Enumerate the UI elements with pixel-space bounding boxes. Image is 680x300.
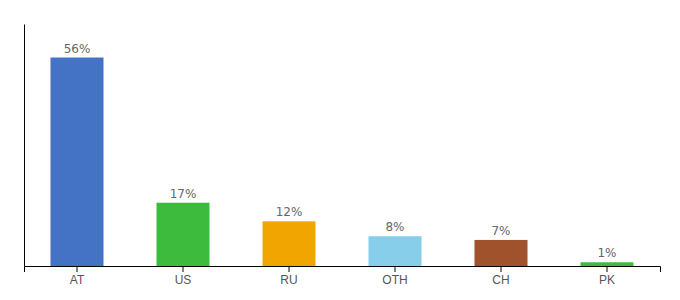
- x-tick-mark: [183, 266, 184, 272]
- x-tick-label: RU: [280, 273, 297, 287]
- x-tick-label: AT: [70, 273, 85, 287]
- bar: [157, 203, 210, 266]
- bar: [581, 262, 634, 266]
- x-tick-mark: [501, 266, 502, 272]
- chart-container: AT US RU OTH CH PK 56% 17% 12% 8% 7% 1%: [0, 0, 680, 300]
- data-label: 17%: [170, 187, 197, 201]
- y-axis-line: [24, 25, 25, 267]
- x-tick: CH: [492, 266, 509, 287]
- data-label: 12%: [276, 205, 303, 219]
- x-tick-label: US: [175, 273, 192, 287]
- x-tick: PK: [599, 266, 615, 287]
- x-tick: RU: [280, 266, 297, 287]
- data-label: 1%: [597, 246, 616, 260]
- data-label: 8%: [385, 220, 404, 234]
- x-tick-label: CH: [492, 273, 509, 287]
- bar: [51, 58, 104, 266]
- x-axis: AT US RU OTH CH PK: [25, 266, 661, 287]
- bar: [475, 240, 528, 266]
- plot: AT US RU OTH CH PK 56% 17% 12% 8% 7% 1%: [25, 25, 661, 287]
- data-label: 7%: [491, 224, 510, 238]
- x-tick-mark: [289, 266, 290, 272]
- x-tick-label: OTH: [382, 273, 407, 287]
- y-axis: [24, 25, 25, 267]
- x-tick: AT: [70, 266, 85, 287]
- bars: [51, 58, 634, 266]
- x-tick: OTH: [382, 266, 407, 287]
- x-tick-mark: [395, 266, 396, 272]
- x-tick-mark: [77, 266, 78, 272]
- x-axis-line: [25, 267, 661, 273]
- bar: [369, 236, 422, 266]
- data-labels: 56% 17% 12% 8% 7% 1%: [64, 42, 617, 261]
- x-tick-label: PK: [599, 273, 615, 287]
- chart-svg: AT US RU OTH CH PK 56% 17% 12% 8% 7% 1%: [0, 0, 680, 300]
- data-label: 56%: [64, 42, 91, 56]
- x-tick-mark: [607, 266, 608, 272]
- x-tick: US: [175, 266, 192, 287]
- bar: [263, 221, 316, 266]
